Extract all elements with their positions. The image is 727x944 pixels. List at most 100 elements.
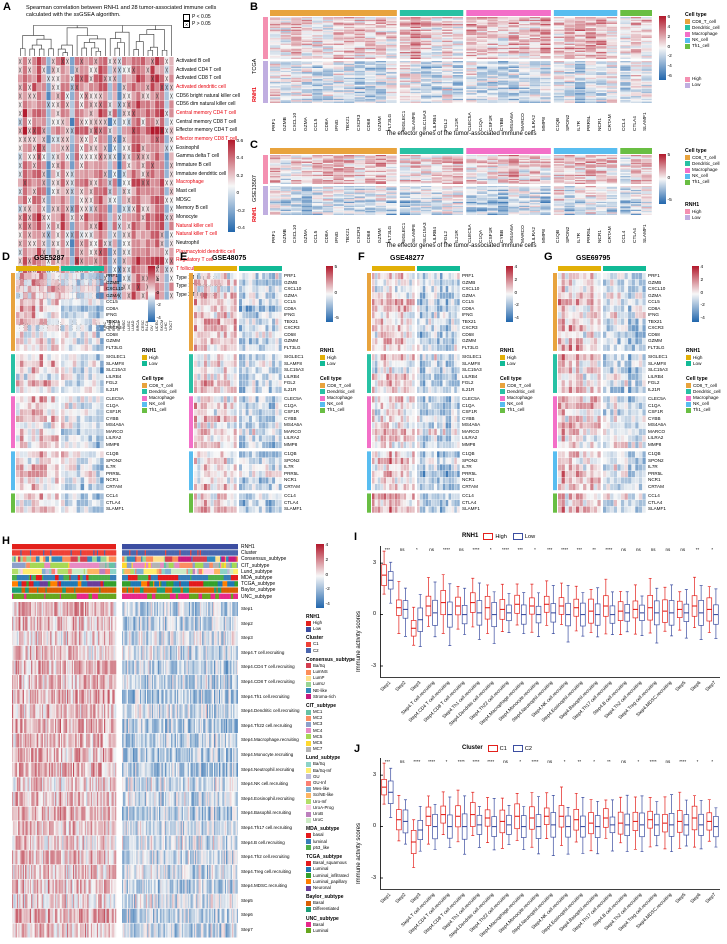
step-row-label: Step4.Neutrophil.recruiting bbox=[241, 766, 295, 772]
legend-title: CIT_subtype bbox=[306, 703, 337, 710]
gene-label: SPON2 bbox=[648, 457, 664, 463]
gene-label: PRR5L bbox=[106, 470, 121, 476]
panel-g: G GSE69795 PRF1 GZMB CXCL10 GZMA CCL5 CD8A IFN… bbox=[544, 252, 727, 534]
significance-labels: *** ns * ns **** ns **** * **** *** * *** **** *** ** *… bbox=[380, 547, 720, 552]
gene-label: SIGLEC1 bbox=[648, 354, 668, 359]
legend-item: Basal bbox=[306, 900, 352, 906]
panel-a-title-line2: calculated with the ssGSEA algorithm. bbox=[26, 11, 121, 18]
gene-label: CD8A bbox=[648, 305, 661, 311]
significance-label: *** bbox=[384, 547, 391, 552]
color-swatch bbox=[306, 780, 311, 786]
colorbar-tick: -4 bbox=[667, 64, 672, 70]
gene-label: CD8A bbox=[462, 305, 475, 311]
gene-label: FLT3LG bbox=[284, 344, 301, 350]
celltype-legend-title: Cell type bbox=[142, 376, 164, 382]
legend-item: Basal bbox=[306, 922, 352, 928]
legend-item: luminal bbox=[306, 839, 352, 845]
colorbar-ticks: 6 4 2 0 -2 -4 -6 bbox=[667, 15, 672, 80]
significance-labels: *** ns **** **** * **** **** **** ns * **** ns * ** * *… bbox=[380, 759, 720, 764]
immune-cell-label: Effector memory CD8 T cell bbox=[176, 136, 238, 143]
colorbar-tick: 0 bbox=[325, 572, 329, 578]
legend-item: MC7 bbox=[306, 746, 352, 752]
gene-label: GZMA bbox=[462, 292, 476, 298]
celltype-legend-item: Dendritic_cell bbox=[686, 389, 721, 395]
immune-cell-label: Regulatory T cell bbox=[176, 257, 214, 264]
gene-label: CSF1R bbox=[462, 409, 478, 414]
gene-label: FLT3LG bbox=[388, 113, 394, 131]
gene-label: MARCO bbox=[284, 428, 302, 434]
gene-label: C1QA bbox=[478, 117, 484, 131]
gene-label: CD8A bbox=[284, 305, 297, 311]
rnh1-annotation-bar bbox=[372, 266, 460, 271]
panel-i: I RNH1 High Low Immune activity scores 3 … bbox=[352, 532, 727, 744]
gene-label: PRF1 bbox=[272, 230, 277, 243]
gene-label: CSF1R bbox=[489, 115, 495, 131]
rnh1-legend-title: RNH1 bbox=[500, 348, 515, 354]
significance-label: **** bbox=[472, 759, 480, 764]
gene-label: GZMM bbox=[648, 338, 663, 343]
color-swatch bbox=[686, 401, 691, 407]
gene-label: TBX21 bbox=[284, 318, 299, 324]
rnh1-legend-item: High bbox=[500, 355, 516, 361]
colorbar-tick: 2 bbox=[156, 277, 160, 283]
legend-item: GU-Inf bbox=[306, 780, 352, 786]
gene-label: SLAMF1 bbox=[643, 112, 649, 131]
colorbar-gradient bbox=[148, 266, 155, 322]
gene-label: CD8A bbox=[324, 118, 330, 131]
color-swatch bbox=[142, 361, 147, 367]
legend-item: MC3 bbox=[306, 721, 352, 728]
gene-label: PRF1 bbox=[284, 273, 296, 278]
celltype-legend-item: NK_cell bbox=[686, 401, 721, 407]
gene-label: CCL4 bbox=[284, 493, 296, 498]
gene-label: CCL4 bbox=[622, 118, 627, 131]
colorbar-ticks: 4 2 0 -2 -4 bbox=[515, 265, 519, 322]
panel-e-label: E bbox=[180, 251, 188, 263]
panel-a: A Spearman correlation between RNH1 and … bbox=[0, 0, 248, 336]
gene-label: SLAMF8 bbox=[106, 360, 124, 366]
rnh1-annotation-strip bbox=[263, 155, 268, 215]
gene-label: GZMB bbox=[462, 279, 476, 285]
gene-labels: PRF1 GZMB CXCL10 GZMA CCL5 CD8A IFNG TBX21 CXCR3… bbox=[284, 273, 304, 513]
celltype-legend-item: CD8_T_cell bbox=[685, 155, 720, 161]
gene-label: CD68 bbox=[106, 331, 118, 337]
celltype-legend: Cell type CD8_T_cell Dendritic_cell Macrop… bbox=[142, 376, 177, 414]
rnh1-legend-item: Low bbox=[320, 361, 336, 367]
gene-label: MS4A6A bbox=[462, 422, 481, 427]
significance-label: ** bbox=[607, 759, 611, 764]
legend-item: C2 bbox=[306, 648, 352, 654]
color-swatch bbox=[306, 728, 311, 734]
color-swatch bbox=[500, 401, 505, 407]
immune-cell-label: Gamma delta T cell bbox=[176, 153, 220, 160]
gene-label: CYBB bbox=[284, 415, 297, 421]
panel-g-label: G bbox=[544, 251, 553, 263]
x-axis-labels: Step1 Step2 Step3 Step4.T cell.recruiting St… bbox=[379, 680, 720, 740]
celltype-legend-item: CD8_T_cell bbox=[500, 383, 535, 389]
gene-label: CXCR3 bbox=[462, 325, 478, 330]
gene-label: CRTAM bbox=[106, 483, 122, 489]
step-row-label: Step4.Th1 cell.recruiting bbox=[241, 693, 290, 699]
significance-label: ns bbox=[399, 759, 405, 764]
significance-label: **** bbox=[457, 759, 465, 764]
legend-item: Sc/NE-like bbox=[306, 792, 352, 799]
color-swatch bbox=[306, 885, 311, 891]
colorbar-tick: 2 bbox=[325, 557, 329, 563]
immune-cell-label: Memory B cell bbox=[176, 205, 208, 212]
gene-label: MMP8 bbox=[106, 441, 120, 447]
legend-item: UroA-Prog bbox=[306, 805, 352, 811]
significance-label: **** bbox=[442, 547, 450, 552]
rnh1-axis-label: RNH1 bbox=[252, 207, 258, 222]
immune-cell-label: Plasmacytoid dendritic cell bbox=[176, 248, 235, 255]
panel-j-legend: Cluster C1 C2 bbox=[462, 745, 532, 752]
celltype-legend-item: Dendritic_cell bbox=[142, 389, 177, 395]
panel-i-label: I bbox=[354, 531, 358, 543]
celltype-legend: Cell type CD8_T_cell Dendritic_cell Macrop… bbox=[685, 148, 720, 186]
significance-label: **** bbox=[679, 759, 687, 764]
color-swatch bbox=[142, 395, 147, 401]
legend-item: basal bbox=[306, 832, 352, 839]
gene-labels: PRF1 GZMB CXCL10 GZMA CCL5 CD8A IFNG TBX21 CXCR3… bbox=[106, 273, 126, 513]
gene-label: GZMM bbox=[377, 228, 383, 243]
step-row-label: Step4.B cell.recruiting bbox=[241, 839, 285, 845]
significance-label: **** bbox=[649, 759, 657, 764]
gene-label: GZMA bbox=[303, 229, 309, 243]
